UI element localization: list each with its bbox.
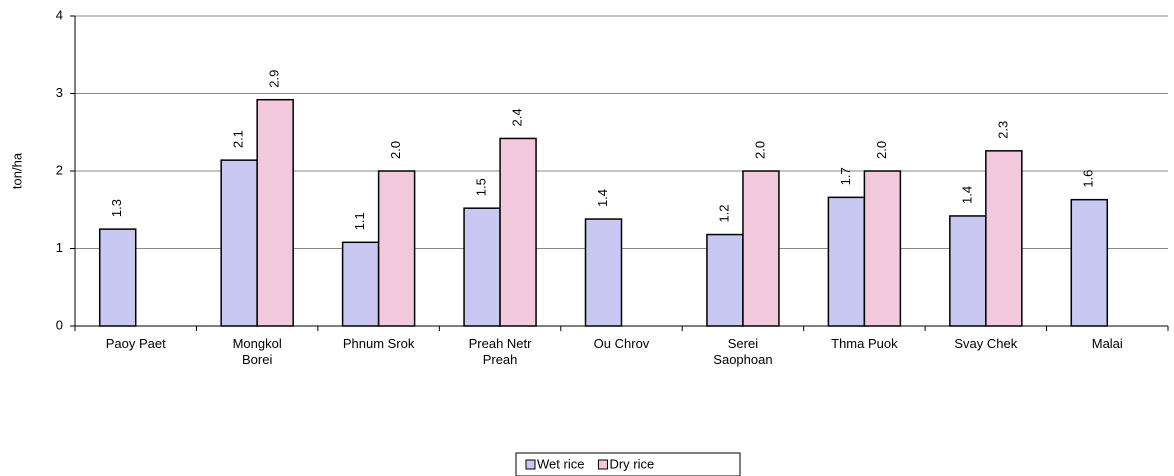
- bar: [220, 159, 258, 327]
- data-label: 2.0: [752, 141, 767, 159]
- bar: [949, 215, 987, 327]
- data-label: 1.4: [595, 189, 610, 207]
- data-label: 2.0: [874, 141, 889, 159]
- y-tick-label: 3: [56, 85, 63, 100]
- legend-box: [515, 452, 741, 476]
- data-label: 1.1: [352, 212, 367, 230]
- x-tick-label: Svay Chek: [954, 336, 1017, 351]
- bar: [341, 241, 380, 327]
- x-tick-label: Serei Saophoan: [713, 336, 772, 367]
- legend-swatch: [525, 459, 536, 470]
- bar: [863, 170, 902, 327]
- data-label: 1.4: [959, 186, 974, 204]
- legend-label: Wet rice: [537, 456, 584, 471]
- y-tick-label: 4: [56, 7, 63, 22]
- data-label: 2.3: [995, 121, 1010, 139]
- x-tick-label: Paoy Paet: [106, 336, 166, 351]
- data-label: 2.1: [231, 130, 246, 148]
- x-tick-label: Phnum Srok: [343, 336, 415, 351]
- bar: [706, 233, 744, 327]
- x-tick-label: Malai: [1092, 336, 1123, 351]
- y-tick-label: 0: [56, 317, 63, 332]
- data-label: 1.3: [109, 199, 124, 217]
- x-tick-label: Thma Puok: [831, 336, 898, 351]
- data-label: 1.6: [1081, 170, 1096, 188]
- x-tick-label: Preah Netr Preah: [469, 336, 533, 367]
- data-label: 1.5: [473, 178, 488, 196]
- bar: [256, 98, 294, 327]
- bar: [742, 170, 780, 327]
- bar: [584, 218, 623, 327]
- bar: [1070, 198, 1109, 327]
- data-label: 2.9: [267, 70, 282, 88]
- bar: [377, 170, 416, 327]
- legend-label: Dry rice: [609, 456, 654, 471]
- bar: [827, 196, 866, 327]
- data-label: 1.2: [716, 204, 731, 222]
- bar: [985, 150, 1023, 327]
- data-label: 2.4: [509, 108, 524, 126]
- legend: Wet rice Dry rice: [515, 452, 741, 476]
- bar: [499, 137, 537, 327]
- y-tick-label: 2: [56, 162, 63, 177]
- y-axis-title: ton/ha: [9, 152, 24, 189]
- x-tick-label: Mongkol Borei: [233, 336, 282, 367]
- data-label: 1.7: [838, 167, 853, 185]
- x-tick-label: Ou Chrov: [594, 336, 650, 351]
- bar: [98, 228, 137, 327]
- y-tick-label: 1: [56, 240, 63, 255]
- data-label: 2.0: [388, 141, 403, 159]
- legend-swatch: [597, 459, 608, 470]
- bar: [463, 207, 501, 327]
